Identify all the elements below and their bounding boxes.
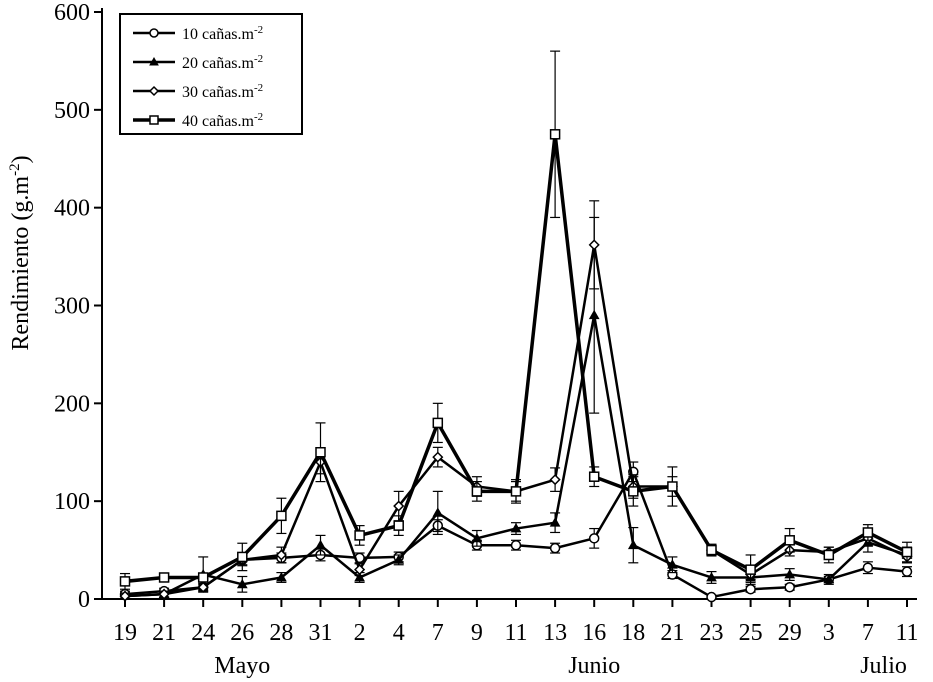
triangle-marker [627, 539, 639, 550]
x-tick-label: 7 [862, 620, 874, 646]
y-axis-label: Rendimiento (g.m-2) [7, 155, 34, 350]
square-marker [432, 417, 444, 429]
square-marker [471, 486, 483, 497]
diamond-marker [354, 564, 366, 576]
circle-marker [784, 582, 795, 593]
square-marker [588, 471, 600, 482]
triangle-marker [471, 532, 483, 543]
square-marker [149, 115, 159, 125]
triangle-marker [276, 571, 287, 582]
x-tick-label: 18 [621, 620, 645, 646]
triangle-marker [354, 571, 365, 582]
square-marker [549, 129, 561, 140]
triangle-marker [236, 578, 248, 589]
triangle-marker [706, 571, 717, 582]
triangle-marker [510, 523, 522, 533]
square-marker [706, 544, 717, 556]
series-line [124, 132, 908, 584]
square-marker [823, 549, 835, 561]
month-label: Junio [568, 653, 620, 679]
square-marker [197, 572, 209, 583]
square-marker [784, 535, 795, 546]
diamond-marker [197, 581, 209, 593]
x-tick-label: 26 [230, 620, 254, 646]
x-tick-label: 16 [582, 620, 606, 646]
square-marker [901, 546, 913, 558]
y-tick-label: 400 [54, 196, 90, 222]
circle-marker [706, 591, 717, 603]
x-tick-label: 25 [739, 620, 763, 646]
x-tick-label: 31 [309, 620, 333, 646]
series-4 [119, 50, 913, 590]
circle-marker [149, 28, 159, 38]
legend-entry-label: 40 cañas.m-2 [182, 111, 263, 130]
square-marker [745, 564, 756, 575]
diamond-marker [432, 451, 444, 463]
diamond-marker [158, 588, 170, 600]
triangle-marker [784, 569, 796, 579]
square-marker [276, 510, 287, 522]
legend: 10 cañas.m-2 20 cañas.m-2 30 cañas.m-2 40 c… [119, 13, 303, 135]
circle-marker [862, 562, 874, 573]
month-label: Julio [860, 653, 907, 679]
circle-marker [549, 542, 561, 554]
triangle-marker [149, 56, 159, 66]
diamond-marker [549, 474, 561, 486]
diamond-marker [393, 500, 405, 512]
triangle-marker [393, 554, 405, 564]
y-tick-label: 600 [54, 0, 90, 26]
x-tick-label: 23 [700, 620, 724, 646]
triangle-marker [823, 573, 835, 584]
diamond-marker [148, 85, 160, 97]
square-marker [862, 527, 874, 538]
x-tick-label: 7 [432, 620, 444, 646]
circle-marker [745, 583, 756, 595]
x-tick-label: 9 [471, 620, 483, 646]
x-tick-label: 3 [823, 620, 835, 646]
circle-marker [588, 533, 600, 544]
y-tick-label: 200 [54, 391, 90, 417]
triangle-marker [588, 309, 600, 320]
x-tick-label: 11 [504, 620, 527, 646]
x-tick-label: 21 [660, 620, 684, 646]
month-label: Mayo [214, 653, 270, 679]
y-tick-label: 300 [54, 294, 90, 320]
series-layer [119, 50, 913, 603]
diamond-marker [119, 590, 131, 602]
y-tick-label: 500 [54, 98, 90, 124]
square-marker [354, 530, 365, 541]
x-tick-label: 29 [778, 620, 802, 646]
x-tick-label: 21 [152, 620, 176, 646]
triangle-marker [667, 559, 678, 569]
square-marker [315, 447, 326, 458]
circle-marker [901, 566, 913, 577]
x-tick-label: 11 [895, 620, 918, 646]
x-tick-label: 19 [113, 620, 137, 646]
legend-entry-label: 10 cañas.m-2 [182, 24, 263, 43]
square-marker [667, 481, 678, 492]
x-tick-label: 2 [354, 620, 366, 646]
x-tick-label: 4 [393, 620, 405, 646]
x-tick-label: 24 [191, 620, 215, 646]
x-tick-label: 28 [269, 620, 293, 646]
circle-marker [510, 539, 522, 551]
diamond-marker [588, 239, 600, 251]
square-marker [510, 486, 522, 497]
y-tick-label: 100 [54, 489, 90, 515]
square-marker [119, 576, 131, 587]
triangle-marker [432, 507, 444, 517]
square-marker [158, 572, 170, 583]
square-marker [237, 551, 248, 563]
square-marker [628, 486, 639, 497]
x-tick-label: 13 [543, 620, 567, 646]
y-tick-label: 0 [78, 587, 90, 613]
triangle-marker [315, 539, 326, 550]
triangle-marker [549, 517, 561, 527]
legend-entry-label: 30 cañas.m-2 [182, 82, 263, 101]
legend-entry-label: 20 cañas.m-2 [182, 53, 263, 72]
diamond-marker [275, 549, 287, 561]
square-marker [393, 520, 404, 531]
